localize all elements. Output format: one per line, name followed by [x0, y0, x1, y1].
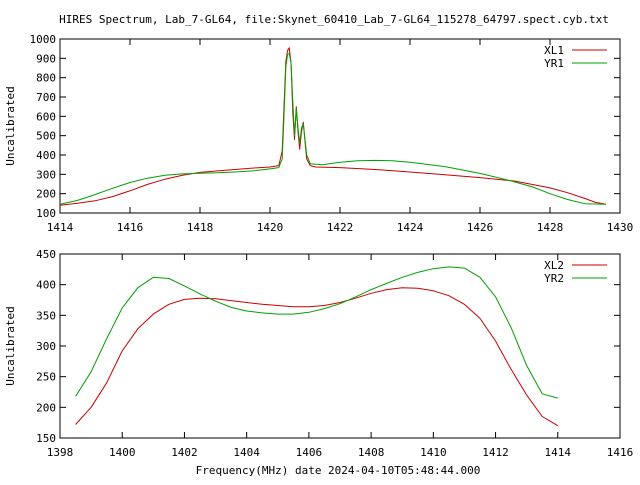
y-tick-label: 300 [36, 340, 56, 353]
x-tick-label: 1414 [545, 446, 572, 459]
series-line-xl2 [75, 287, 559, 427]
x-tick-label: 1412 [482, 446, 509, 459]
plot-frame [59, 253, 621, 439]
x-tick-label: 1430 [607, 221, 634, 234]
y-tick-label: 200 [36, 188, 56, 201]
x-tick-label: 1414 [47, 221, 74, 234]
x-tick-label: 1420 [257, 221, 284, 234]
x-tick-label: 1422 [327, 221, 354, 234]
upper-spectrum-panel: 1414 1416 1418 1420 1422 1424 1426 1428 1430 100 2… [4, 33, 633, 234]
x-tick-label: 1416 [117, 221, 144, 234]
y-tick-label: 600 [36, 110, 56, 123]
y-tick-label: 300 [36, 168, 56, 181]
chart-title: HIRES Spectrum, Lab_7-GL64, file:Skynet_… [59, 13, 609, 26]
y-axis-label: Uncalibrated [4, 306, 17, 385]
series-line-yr2 [75, 266, 558, 399]
lower-spectrum-panel: 1398 1400 1402 1404 1406 1408 1410 1412 1414 1416… [4, 248, 633, 459]
y-tick-label: 500 [36, 130, 56, 143]
y-tick-label: 900 [36, 52, 56, 65]
series-line-xl1 [59, 47, 607, 206]
y-tick-label: 100 [36, 207, 56, 220]
x-tick-label: 1426 [467, 221, 494, 234]
x-tick-label: 1424 [397, 221, 424, 234]
x-tick-label: 1408 [358, 446, 385, 459]
y-tick-label: 400 [36, 149, 56, 162]
y-axis-label: Uncalibrated [4, 86, 17, 165]
x-tick-label: 1410 [420, 446, 447, 459]
x-tick-label: 1418 [187, 221, 214, 234]
x-tick-label: 1404 [233, 446, 260, 459]
y-tick-label: 400 [36, 279, 56, 292]
x-tick-label: 1416 [607, 446, 634, 459]
y-tick-label: 350 [36, 309, 56, 322]
y-tick-label: 700 [36, 91, 56, 104]
x-tick-label: 1406 [296, 446, 323, 459]
legend-label-xl2: XL2 [544, 259, 564, 272]
x-tick-label: 1402 [171, 446, 198, 459]
y-tick-label: 200 [36, 401, 56, 414]
y-tick-label: 800 [36, 72, 56, 85]
x-tick-label: 1400 [109, 446, 136, 459]
legend-label-yr2: YR2 [544, 272, 564, 285]
x-tick-label: 1398 [47, 446, 74, 459]
y-tick-label: 150 [36, 432, 56, 445]
x-axis-label: Frequency(MHz) date 2024-04-10T05:48:44.… [196, 464, 481, 477]
y-tick-label: 1000 [30, 33, 57, 46]
y-tick-label: 250 [36, 371, 56, 384]
legend-label-xl1: XL1 [544, 44, 564, 57]
series-line-yr1 [59, 53, 607, 205]
y-tick-label: 450 [36, 248, 56, 261]
legend-label-yr1: YR1 [544, 57, 564, 70]
x-tick-label: 1428 [537, 221, 564, 234]
plot-frame [59, 38, 621, 214]
